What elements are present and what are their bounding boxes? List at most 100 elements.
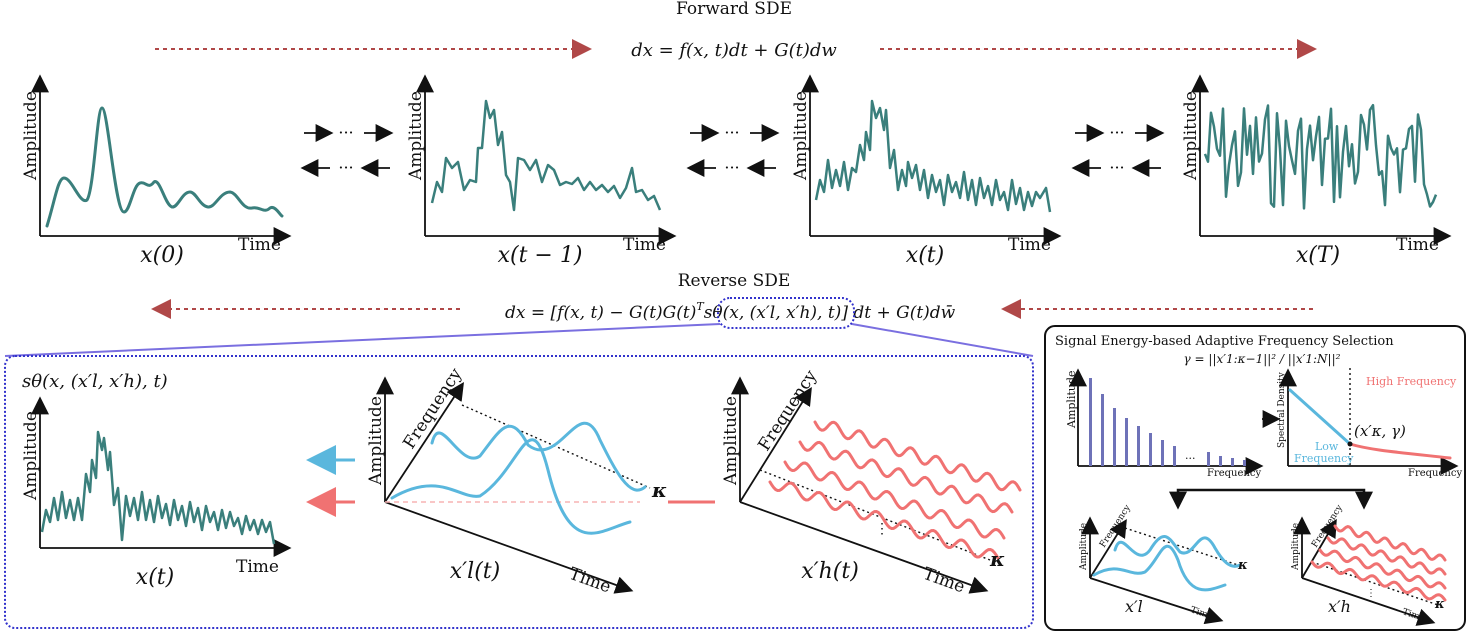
spectrum-bar — [1161, 440, 1164, 466]
panel-x0-xlabel: Time — [238, 235, 281, 255]
high-panel-caption: x′h(t) — [801, 559, 859, 584]
panel-xt-caption: x(t) — [906, 243, 944, 268]
panel-x0-signal — [45, 106, 284, 228]
small-low-panel: Amplitude Frequency Time κ x′l — [1079, 503, 1248, 625]
spectrum-bar — [1231, 458, 1234, 466]
high-wave-4 — [768, 480, 1000, 560]
panel-xt: Amplitude Time x(t) — [791, 74, 1062, 268]
transition-3-dots-reverse: ··· — [1109, 158, 1124, 177]
spectrum-ylabel: Amplitude — [1065, 370, 1078, 429]
high-wave-1 — [813, 420, 1022, 492]
low-curve-1 — [390, 438, 632, 535]
score-panel-xlabel: Time — [236, 557, 279, 577]
score-highlight — [717, 297, 855, 329]
spectrum-bar — [1125, 418, 1128, 466]
spectrum-dots: ··· — [1185, 452, 1196, 465]
density-high-curve — [1348, 442, 1452, 460]
high-wave-2 — [798, 440, 1014, 514]
spectrum-bar — [1149, 433, 1152, 466]
spectrum-bar — [1219, 456, 1222, 466]
reverse-equation-sup: T — [696, 300, 705, 313]
gamma-equation: γ = ||x′1:κ−1||² / ||x′1:N||² — [1184, 352, 1341, 366]
panel-xT: Amplitude Time x(T) — [1181, 74, 1452, 268]
panel-xt-signal — [814, 99, 1052, 213]
score-box-title: sθ(x, (x′l, x′h), t) — [22, 371, 168, 392]
small-low-xlabel: Time — [1189, 605, 1214, 622]
panel-xT-ylabel: Amplitude — [1181, 91, 1201, 181]
zoom-line-left — [4, 323, 721, 357]
small-high-vdots: ⋮ — [1366, 588, 1376, 599]
spectrum-bar — [1101, 394, 1104, 466]
panel-xT-signal — [1203, 103, 1438, 210]
panel-xT-caption: x(T) — [1296, 243, 1340, 268]
zoom-line-right — [851, 323, 1034, 357]
reverse-equation-post: ] dt + G(t)dw̄ — [840, 303, 955, 323]
panel-x0-caption: x(0) — [140, 243, 184, 268]
spectrum-bar — [1207, 452, 1210, 466]
density-low-label-2: Frequency — [1294, 452, 1354, 465]
transition-2-dots-forward: ··· — [724, 123, 739, 142]
high-wave-3 — [783, 460, 1006, 540]
small-high-ylabel: Amplitude — [1291, 523, 1301, 571]
small-high-kappa: κ — [1434, 597, 1445, 612]
small-low-caption: x′l — [1125, 597, 1143, 616]
spectrum-bar — [1089, 378, 1092, 466]
score-box — [4, 355, 1034, 629]
reverse-equation-pre: dx = [f(x, t) − G(t)G(t) — [505, 303, 696, 323]
high-panel-ylabel: Amplitude — [721, 396, 741, 486]
density-kappa-point — [1347, 441, 1353, 447]
panel-xT-xlabel: Time — [1396, 235, 1439, 255]
density-high-label: High Frequency — [1366, 375, 1457, 388]
small-high-xlabel: Time — [1401, 607, 1426, 624]
low-panel-xlabel: Time — [566, 564, 613, 597]
small-low-zlabel: Frequency — [1098, 503, 1133, 550]
score-panel-ylabel: Amplitude — [21, 411, 41, 501]
panel-x0: Amplitude Time x(0) — [21, 74, 292, 268]
transition-1-dots-forward: ··· — [338, 123, 353, 142]
forward-title: Forward SDE — [676, 0, 792, 19]
low-frequency-panel: Amplitude Frequency Time κ x′l(t) — [366, 364, 667, 597]
density-point-label: (x′κ, γ) — [1354, 422, 1406, 440]
reverse-title: Reverse SDE — [678, 271, 791, 291]
transition-3: ··· ··· — [1071, 123, 1165, 177]
spectrum-bar — [1243, 460, 1246, 466]
score-panel-caption: x(t) — [136, 565, 174, 590]
transition-1: ··· ··· — [300, 123, 394, 177]
spectrum-bars — [1089, 378, 1246, 466]
reverse-equation-score: sθ(x, (x′l, x′h), t) — [704, 303, 842, 323]
low-curve-2 — [430, 421, 647, 492]
panel-xt-1-ylabel: Amplitude — [406, 91, 426, 181]
density-low-curve — [1288, 388, 1352, 446]
density-panel: Spectral Density Frequency High Frequenc… — [1277, 368, 1462, 479]
score-panel-xt: Amplitude Time x(t) — [21, 396, 292, 590]
selection-box-title: Signal Energy-based Adaptive Frequency S… — [1055, 334, 1394, 349]
high-panel-zlabel: Frequency — [754, 366, 821, 454]
spectrum-panel: Amplitude Frequency ··· — [1065, 368, 1264, 479]
panel-xt-ylabel: Amplitude — [791, 91, 811, 181]
low-panel-kappa: κ — [651, 478, 667, 502]
spectrum-bar — [1137, 426, 1140, 466]
selection-box — [1044, 325, 1466, 631]
small-high-panel: Amplitude Frequency Time ⋮ κ x′h — [1291, 503, 1447, 626]
panel-x0-ylabel: Amplitude — [21, 91, 41, 181]
spectrum-bar — [1173, 446, 1176, 466]
transition-2: ··· ··· — [686, 123, 780, 177]
panel-xt-1: Amplitude Time x(t − 1) — [406, 74, 677, 268]
forward-equation: dx = f(x, t)dt + G(t)dw — [631, 40, 837, 61]
transition-1-dots-reverse: ··· — [338, 158, 353, 177]
split-arrow-line — [1176, 488, 1366, 504]
spectrum-bar — [1113, 408, 1116, 466]
transition-3-dots-forward: ··· — [1109, 123, 1124, 142]
high-panel-kappa: κ — [989, 547, 1005, 571]
high-panel-vdots: ⋮ — [875, 521, 889, 537]
panel-xt-1-caption: x(t − 1) — [498, 243, 583, 268]
small-low-ylabel: Amplitude — [1079, 523, 1089, 571]
small-low-kappa: κ — [1237, 558, 1248, 573]
small-high-zlabel: Frequency — [1310, 503, 1345, 550]
panel-xt-1-signal — [430, 99, 662, 212]
density-low-label-1: Low — [1315, 440, 1339, 453]
panel-xt-xlabel: Time — [1008, 235, 1051, 255]
high-frequency-panel: Amplitude Frequency Time ⋮ κ x′h(t) — [721, 366, 1022, 597]
reverse-equation: dx = [f(x, t) − G(t)G(t)Tsθ(x, (x′l, x′h… — [505, 300, 956, 323]
